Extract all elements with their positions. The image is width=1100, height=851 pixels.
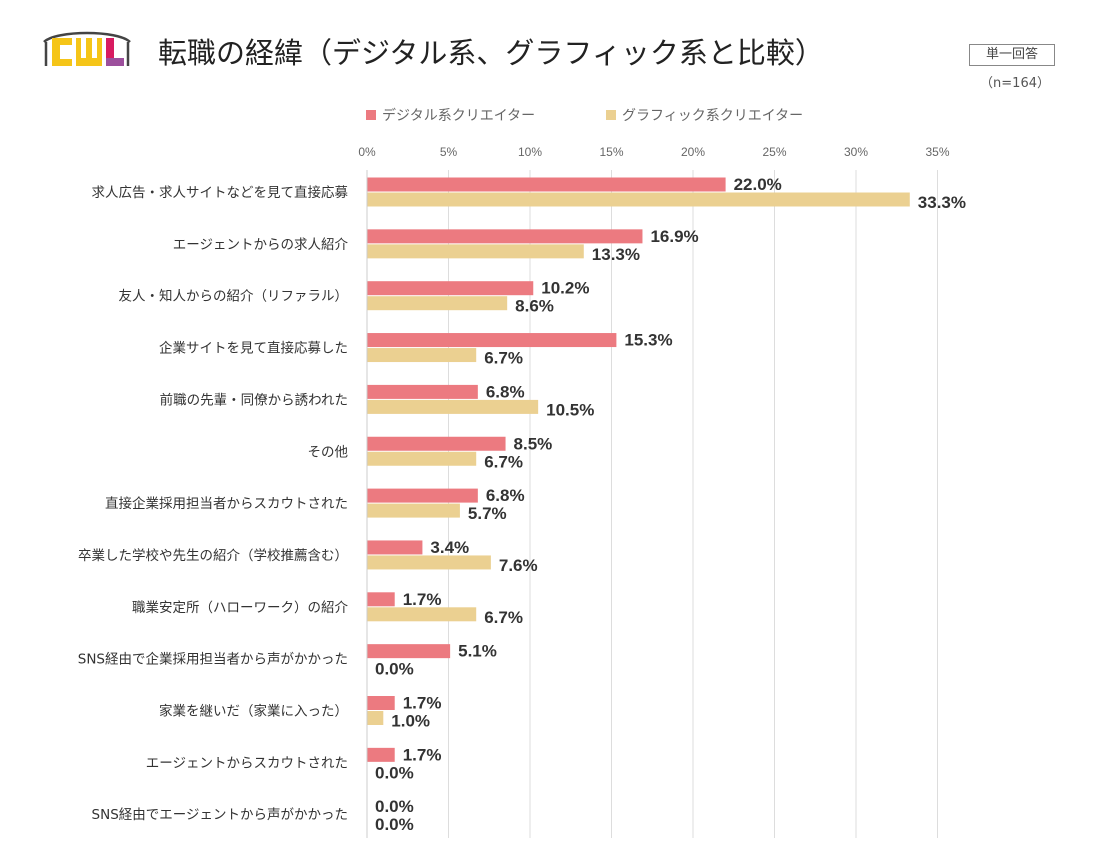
x-tick-label: 15% (599, 145, 623, 159)
legend-label: デジタル系クリエイター (382, 107, 535, 124)
category-label: 企業サイトを見て直接応募した (159, 340, 348, 357)
bar (367, 747, 395, 762)
category-label: その他 (308, 444, 349, 460)
data-label: 1.7% (403, 590, 442, 609)
bar (367, 348, 477, 363)
data-label: 1.0% (391, 712, 430, 731)
data-label: 6.8% (486, 486, 525, 505)
category-label: SNS経由でエージェントから声がかかった (92, 807, 348, 823)
bar (367, 244, 584, 259)
bar (367, 696, 395, 710)
answer-type-badge: 単一回答 (969, 44, 1055, 66)
data-label: 15.3% (624, 331, 672, 350)
bar (367, 399, 539, 414)
data-label: 3.4% (430, 538, 469, 557)
sample-size-note: （n=164） (980, 76, 1050, 91)
data-label: 6.8% (486, 382, 525, 401)
bar (367, 436, 506, 451)
category-label: 卒業した学校や先生の紹介（学校推薦含む） (78, 547, 348, 564)
data-label: 0.0% (375, 815, 414, 834)
bar (367, 451, 477, 466)
category-label: 直接企業採用担当者からスカウトされた (105, 495, 348, 512)
legend-swatch (366, 110, 376, 120)
bar (367, 296, 508, 311)
data-label: 33.3% (918, 193, 966, 212)
x-tick-label: 35% (925, 145, 949, 159)
bar (367, 384, 478, 399)
bar (367, 540, 423, 555)
category-label: 友人・知人からの紹介（リファラル） (119, 288, 349, 305)
legend-swatch (606, 110, 616, 120)
bar (367, 281, 534, 296)
category-label: 前職の先輩・同僚から誘われた (160, 391, 348, 408)
bar (367, 488, 478, 503)
data-label: 0.0% (375, 763, 414, 782)
data-label: 13.3% (592, 245, 640, 264)
cwl-logo (43, 31, 131, 66)
data-label: 0.0% (375, 797, 414, 816)
x-tick-label: 20% (681, 145, 705, 159)
x-tick-label: 5% (440, 145, 458, 159)
bar (367, 711, 384, 725)
bar (367, 555, 491, 570)
bar (367, 503, 460, 518)
data-label: 8.6% (515, 297, 554, 316)
data-label: 1.7% (403, 745, 442, 764)
data-label: 5.1% (458, 642, 497, 661)
data-label: 10.2% (541, 279, 589, 298)
category-label: 求人広告・求人サイトなどを見て直接応募 (92, 184, 349, 201)
data-label: 6.7% (484, 452, 523, 471)
category-label: エージェントからスカウトされた (146, 755, 348, 771)
data-label: 16.9% (650, 227, 698, 246)
page-title: 転職の経緯（デジタル系、グラフィック系と比較） (158, 36, 824, 70)
category-label: 家業を継いだ（家業に入った） (159, 703, 348, 720)
x-tick-label: 25% (762, 145, 786, 159)
logo-letter-w (76, 38, 102, 66)
data-label: 8.5% (514, 434, 553, 453)
data-label: 0.0% (375, 660, 414, 679)
x-tick-label: 30% (844, 145, 868, 159)
data-label: 22.0% (734, 175, 782, 194)
logo-arch (43, 31, 131, 44)
data-label: 7.6% (499, 556, 538, 575)
data-label: 1.7% (403, 694, 442, 713)
bar (367, 333, 617, 348)
bar (367, 592, 395, 607)
x-tick-label: 10% (518, 145, 542, 159)
bar (367, 607, 477, 622)
category-label: エージェントからの求人紹介 (173, 237, 349, 253)
bar (367, 192, 910, 207)
legend-label: グラフィック系クリエイター (622, 108, 803, 124)
category-label: SNS経由で企業採用担当者から声がかかった (78, 651, 348, 668)
data-label: 6.7% (484, 349, 523, 368)
bar (367, 177, 726, 192)
data-label: 5.7% (468, 504, 507, 523)
category-label: 職業安定所（ハローワーク）の紹介 (132, 600, 348, 616)
bar (367, 644, 451, 659)
logo-letter-l (106, 38, 114, 66)
bar (367, 229, 643, 244)
data-label: 10.5% (546, 400, 594, 419)
data-label: 6.7% (484, 608, 523, 627)
x-tick-label: 0% (358, 145, 376, 159)
